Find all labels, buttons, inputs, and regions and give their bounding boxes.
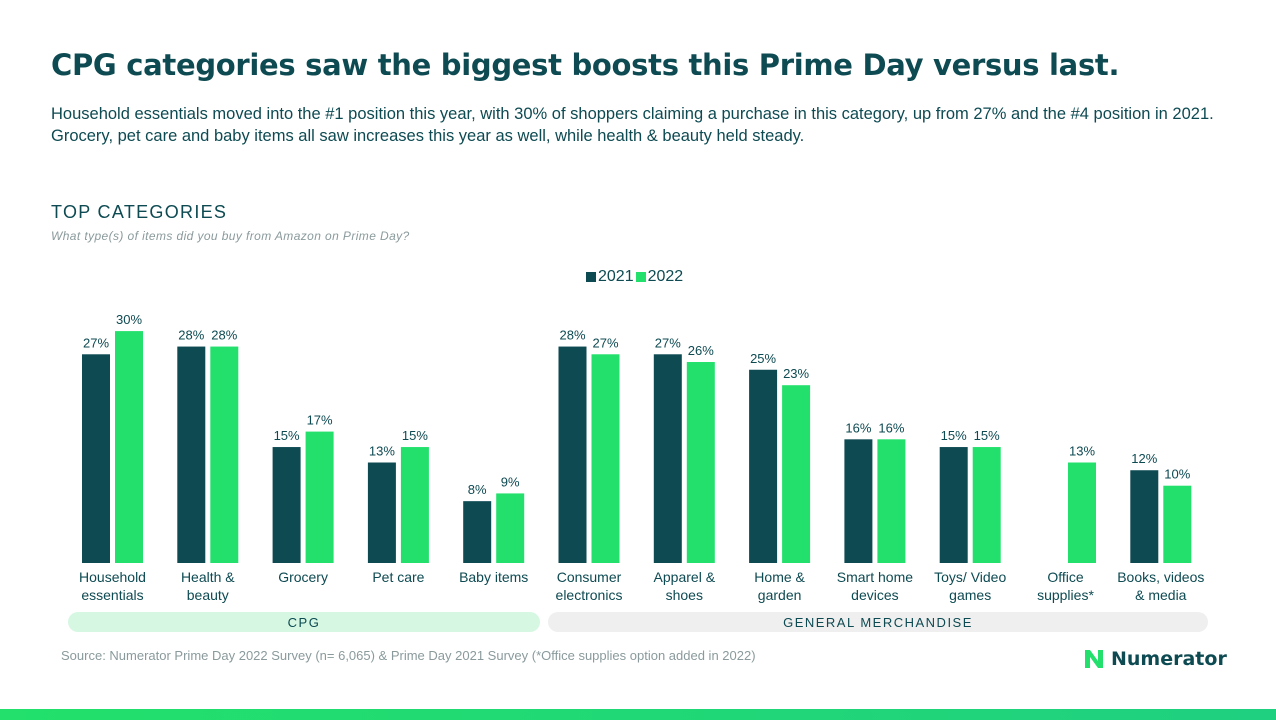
data-label-books-videos-media-2021: 12% (1131, 451, 1157, 466)
bar-books-videos-media-2022 (1163, 485, 1192, 563)
data-label-health-beauty-2021: 28% (178, 328, 204, 343)
data-label-household-essentials-2021: 27% (83, 335, 109, 350)
category-label-books-videos-media: Books, videos (1117, 569, 1204, 585)
category-label-home-garden: Home & (754, 569, 805, 585)
category-label-apparel-shoes-line2: shoes (666, 587, 703, 603)
data-label-office-supplies-2022: 13% (1069, 444, 1095, 459)
bar-toys-video-games-2022 (972, 447, 1001, 563)
group-label-cpg: CPG (68, 612, 540, 632)
bar-books-videos-media-2021 (1130, 470, 1159, 563)
survey-question: What type(s) of items did you buy from A… (51, 229, 410, 243)
bar-baby-items-2021 (463, 501, 492, 563)
category-label-consumer-electronics-line2: electronics (556, 587, 623, 603)
bar-home-garden-2022 (782, 385, 811, 563)
category-label-baby-items: Baby items (459, 569, 528, 585)
data-label-smart-home-devices-2021: 16% (845, 420, 871, 435)
chart-legend: 2021 2022 (586, 268, 685, 286)
category-label-household-essentials: Household (79, 569, 146, 585)
legend-item-2022: 2022 (635, 268, 684, 286)
bar-apparel-shoes-2022 (686, 362, 715, 563)
bar-smart-home-devices-2022 (877, 439, 906, 563)
data-label-household-essentials-2022: 30% (116, 312, 142, 327)
bar-smart-home-devices-2021 (844, 439, 873, 563)
data-label-toys-video-games-2022: 15% (974, 428, 1000, 443)
legend-swatch-2021 (586, 272, 596, 282)
bar-toys-video-games-2021 (939, 447, 968, 563)
category-label-smart-home-devices: Smart home (837, 569, 913, 585)
bar-grocery-2021 (272, 447, 301, 563)
data-label-home-garden-2021: 25% (750, 351, 776, 366)
bar-household-essentials-2022 (115, 331, 143, 563)
section-title: TOP CATEGORIES (51, 202, 228, 222)
source-note: Source: Numerator Prime Day 2022 Survey … (61, 648, 756, 663)
category-label-office-supplies-line2: supplies* (1037, 587, 1094, 603)
category-label-health-beauty-line2: beauty (187, 587, 229, 603)
bar-chart: 27% 30% Household essentials 28% 28% Health & b… (79, 312, 1204, 603)
page-title: CPG categories saw the biggest boosts th… (51, 48, 1120, 82)
numerator-n-logo-icon (1085, 650, 1103, 668)
data-label-grocery-2022: 17% (307, 413, 333, 428)
bar-office-supplies-2022 (1068, 462, 1096, 563)
bar-pet-care-2022 (400, 447, 429, 563)
bar-pet-care-2021 (367, 462, 396, 563)
legend-label-2022: 2022 (647, 268, 684, 285)
data-label-consumer-electronics-2022: 27% (592, 335, 618, 350)
category-label-pet-care: Pet care (372, 569, 424, 585)
data-label-apparel-shoes-2021: 27% (655, 335, 681, 350)
bottom-accent-strip (0, 709, 1276, 720)
data-label-toys-video-games-2021: 15% (941, 428, 967, 443)
logo-text: Numerator (1111, 648, 1227, 670)
bar-consumer-electronics-2021 (558, 346, 587, 563)
bar-consumer-electronics-2022 (591, 354, 620, 563)
category-label-consumer-electronics: Consumer (557, 569, 622, 585)
bar-grocery-2022 (305, 431, 334, 563)
bar-household-essentials-2021 (82, 354, 110, 563)
group-label-general-merchandise: GENERAL MERCHANDISE (548, 612, 1208, 632)
category-label-home-garden-line2: garden (758, 587, 802, 603)
legend-item-2021: 2021 (586, 268, 634, 286)
data-label-books-videos-media-2022: 10% (1164, 467, 1190, 482)
data-label-baby-items-2022: 9% (501, 474, 520, 489)
data-label-consumer-electronics-2021: 28% (559, 328, 585, 343)
category-label-grocery: Grocery (278, 569, 328, 585)
bar-baby-items-2022 (496, 493, 525, 563)
legend-swatch-2022 (635, 272, 646, 282)
data-label-smart-home-devices-2022: 16% (878, 420, 904, 435)
data-label-baby-items-2021: 8% (468, 482, 487, 497)
category-label-toys-video-games-line2: games (949, 587, 991, 603)
category-label-books-videos-media-line2: & media (1135, 587, 1187, 603)
page-subtitle: Household essentials moved into the #1 p… (51, 105, 1214, 145)
category-label-household-essentials-line2: essentials (81, 587, 143, 603)
data-label-grocery-2021: 15% (274, 428, 300, 443)
category-label-apparel-shoes: Apparel & (654, 569, 716, 585)
bar-health-beauty-2021 (177, 346, 206, 563)
category-label-smart-home-devices-line2: devices (851, 587, 898, 603)
data-label-health-beauty-2022: 28% (211, 328, 237, 343)
numerator-logo: Numerator (1083, 648, 1227, 670)
legend-label-2021: 2021 (598, 268, 634, 285)
bar-apparel-shoes-2021 (653, 354, 682, 563)
bar-health-beauty-2022 (210, 346, 239, 563)
data-label-apparel-shoes-2022: 26% (688, 343, 714, 358)
data-label-home-garden-2022: 23% (783, 366, 809, 381)
data-label-pet-care-2021: 13% (369, 444, 395, 459)
category-label-office-supplies: Office (1047, 569, 1084, 585)
data-label-pet-care-2022: 15% (402, 428, 428, 443)
category-label-toys-video-games: Toys/ Video (934, 569, 1006, 585)
category-label-health-beauty: Health & (181, 569, 235, 585)
bar-home-garden-2021 (749, 369, 778, 563)
